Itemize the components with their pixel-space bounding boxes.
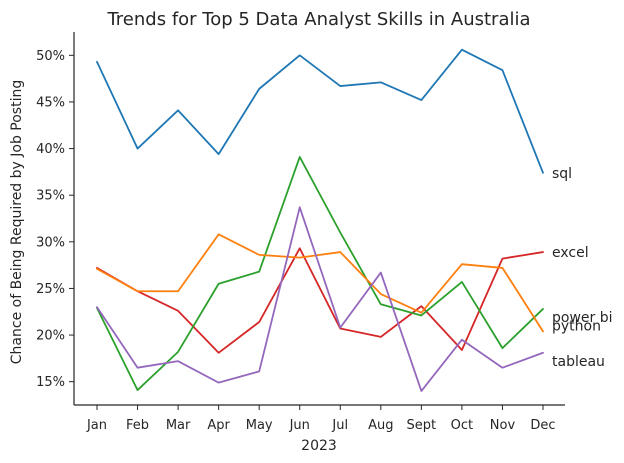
series-line-tableau	[96, 206, 544, 392]
series-line-power-bi	[96, 156, 544, 391]
series-label-excel: excel	[552, 245, 589, 261]
series-label-tableau: tableau	[552, 354, 605, 370]
x-tick-label: Sept	[407, 418, 437, 433]
y-tick-label: 35%	[36, 189, 65, 204]
y-axis-ticks: 15% 20% 25% 30% 35% 40% 45% 50%	[36, 49, 74, 390]
x-tick-label: Jul	[331, 418, 348, 433]
plot-area: 15% 20% 25% 30% 35% 40% 45% 50% Jan Feb Mar Apr May…	[36, 32, 613, 433]
chart-title: Trends for Top 5 Data Analyst Skills in …	[106, 9, 530, 30]
y-tick-label: 40%	[36, 142, 65, 157]
x-tick-label: Nov	[490, 418, 516, 433]
y-tick-label: 30%	[36, 235, 65, 250]
x-tick-label: Aug	[368, 418, 393, 433]
x-axis-label: 2023	[301, 438, 337, 454]
x-axis-ticks: Jan Feb Mar Apr May Jun Jul Aug Sept Oct Nov Dec	[86, 405, 556, 433]
x-tick-label: Feb	[126, 418, 149, 433]
series-line-excel	[96, 247, 544, 354]
series-label-power-bi: power bi	[552, 310, 613, 326]
x-tick-label: Dec	[530, 418, 555, 433]
series-label-python: python	[552, 318, 601, 334]
y-axis-label: Chance of Being Required by Job Posting	[9, 80, 25, 364]
series-line-sql	[96, 48, 544, 174]
x-tick-label: Jun	[289, 418, 310, 433]
x-tick-label: Jan	[86, 418, 107, 433]
x-tick-label: Mar	[166, 418, 191, 433]
series-line-python	[96, 233, 544, 333]
series-lines	[96, 48, 544, 392]
x-tick-label: Oct	[451, 418, 473, 433]
x-tick-label: May	[246, 418, 273, 433]
y-tick-label: 50%	[36, 49, 65, 64]
y-tick-label: 25%	[36, 282, 65, 297]
y-tick-label: 45%	[36, 95, 65, 110]
y-tick-label: 20%	[36, 329, 65, 344]
x-tick-label: Apr	[207, 418, 230, 433]
y-tick-label: 15%	[36, 375, 65, 390]
series-label-sql: sql	[552, 166, 572, 182]
